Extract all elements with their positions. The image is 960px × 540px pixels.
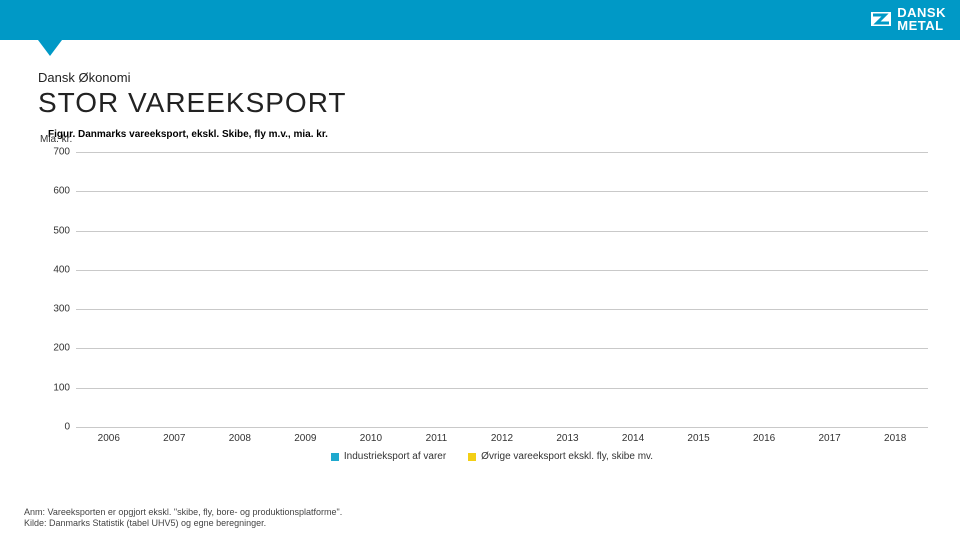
legend-item: Øvrige vareeksport ekskl. fly, skibe mv. bbox=[468, 451, 653, 462]
x-tick-label: 2018 bbox=[884, 433, 906, 444]
legend-item: Industrieksport af varer bbox=[331, 451, 446, 462]
slide: DANSK METAL Dansk Økonomi STOR VAREEKSPO… bbox=[0, 0, 960, 540]
y-tick-label: 200 bbox=[44, 343, 70, 354]
legend-swatch bbox=[468, 453, 476, 461]
bar-slot: 2008 bbox=[207, 152, 273, 427]
bars-container: 2006200720082009201020112012201320142015… bbox=[76, 152, 928, 427]
legend-label: Industrieksport af varer bbox=[344, 451, 446, 462]
bar-slot: 2010 bbox=[338, 152, 404, 427]
bar-slot: 2018 bbox=[862, 152, 928, 427]
x-tick-label: 2015 bbox=[687, 433, 709, 444]
bar-slot: 2017 bbox=[797, 152, 863, 427]
legend: Industrieksport af varer Øvrige vareekspo… bbox=[48, 451, 936, 462]
heading-block: Dansk Økonomi STOR VAREEKSPORT Figur. Da… bbox=[0, 40, 960, 144]
x-tick-label: 2016 bbox=[753, 433, 775, 444]
y-tick-label: 300 bbox=[44, 304, 70, 315]
bar-slot: 2011 bbox=[404, 152, 470, 427]
x-tick-label: 2010 bbox=[360, 433, 382, 444]
y-tick-label: 400 bbox=[44, 264, 70, 275]
y-tick-label: 100 bbox=[44, 382, 70, 393]
logo-line2: METAL bbox=[897, 19, 946, 32]
page-title: STOR VAREEKSPORT bbox=[38, 87, 936, 119]
top-banner: DANSK METAL bbox=[0, 0, 960, 40]
chart: Mia. kr. 2006200720082009201020112012201… bbox=[48, 152, 936, 462]
x-tick-label: 2012 bbox=[491, 433, 513, 444]
x-tick-label: 2007 bbox=[163, 433, 185, 444]
x-tick-label: 2017 bbox=[818, 433, 840, 444]
x-tick-label: 2014 bbox=[622, 433, 644, 444]
legend-label: Øvrige vareeksport ekskl. fly, skibe mv. bbox=[481, 451, 653, 462]
y-tick-label: 500 bbox=[44, 225, 70, 236]
plot-area: 2006200720082009201020112012201320142015… bbox=[48, 152, 928, 427]
y-tick-label: 700 bbox=[44, 147, 70, 158]
figure-caption: Figur. Danmarks vareeksport, ekskl. Skib… bbox=[48, 129, 936, 140]
bar-slot: 2012 bbox=[469, 152, 535, 427]
bar-slot: 2009 bbox=[273, 152, 339, 427]
x-tick-label: 2013 bbox=[556, 433, 578, 444]
y-axis-title: Mia. kr. bbox=[40, 134, 72, 145]
bar-slot: 2006 bbox=[76, 152, 142, 427]
footnote: Anm: Vareeksporten er opgjort ekskl. "sk… bbox=[24, 507, 342, 530]
logo-icon bbox=[871, 9, 891, 29]
brand-logo: DANSK METAL bbox=[871, 6, 946, 32]
x-tick-label: 2008 bbox=[229, 433, 251, 444]
x-tick-label: 2011 bbox=[426, 433, 448, 444]
bar-slot: 2007 bbox=[142, 152, 208, 427]
y-tick-label: 600 bbox=[44, 186, 70, 197]
footnote-line: Kilde: Danmarks Statistik (tabel UHV5) o… bbox=[24, 518, 342, 530]
footnote-line: Anm: Vareeksporten er opgjort ekskl. "sk… bbox=[24, 507, 342, 519]
x-tick-label: 2009 bbox=[294, 433, 316, 444]
eyebrow: Dansk Økonomi bbox=[38, 70, 936, 85]
bar-slot: 2014 bbox=[600, 152, 666, 427]
gridline bbox=[76, 427, 928, 428]
y-tick-label: 0 bbox=[44, 422, 70, 433]
bar-slot: 2013 bbox=[535, 152, 601, 427]
x-tick-label: 2006 bbox=[98, 433, 120, 444]
banner-pointer-icon bbox=[38, 40, 62, 56]
bar-slot: 2016 bbox=[731, 152, 797, 427]
bar-slot: 2015 bbox=[666, 152, 732, 427]
legend-swatch bbox=[331, 453, 339, 461]
